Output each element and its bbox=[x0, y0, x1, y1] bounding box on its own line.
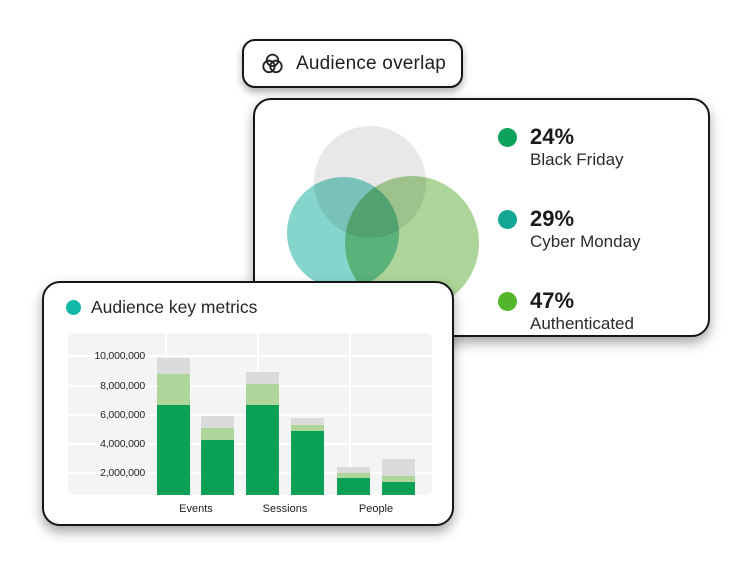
gridline-horizontal bbox=[68, 355, 432, 358]
segment-green bbox=[201, 439, 234, 495]
legend-label: Cyber Monday bbox=[530, 231, 641, 251]
segment-gray bbox=[246, 372, 279, 385]
audience-overlap-card: 24% Black Friday 29% Cyber Monday 47% Au… bbox=[253, 98, 710, 337]
segment-light-green bbox=[337, 473, 370, 478]
legend-percent: 29% bbox=[530, 205, 575, 231]
segment-gray bbox=[337, 467, 370, 474]
x-axis-category-label: Sessions bbox=[262, 503, 308, 515]
venn-diagram bbox=[255, 100, 495, 335]
segment-gray bbox=[201, 416, 234, 428]
segment-green bbox=[337, 477, 370, 495]
badge-label: Audience overlap bbox=[296, 52, 447, 74]
segment-green bbox=[291, 430, 324, 495]
stacked-bar bbox=[157, 357, 190, 495]
stacked-bar bbox=[291, 417, 324, 495]
stacked-bar bbox=[246, 372, 279, 495]
stacked-bar bbox=[337, 467, 370, 495]
x-axis-labels: Events Sessions People bbox=[68, 503, 432, 519]
venn-diagram-icon bbox=[259, 50, 286, 77]
stacked-bar bbox=[382, 458, 415, 495]
legend-label: Authenticated bbox=[530, 313, 634, 333]
y-axis-tick-label: 2,000,000 bbox=[100, 467, 145, 480]
legend-row-authenticated: 47% Authenticated bbox=[498, 287, 641, 334]
segment-light-green bbox=[157, 373, 190, 405]
segment-light-green bbox=[201, 427, 234, 440]
y-axis-tick-label: 10,000,000 bbox=[94, 350, 145, 363]
stacked-bar-chart: 2,000,000 4,000,000 6,000,000 8,000,000 10,0… bbox=[68, 333, 432, 495]
segment-gray bbox=[382, 458, 415, 477]
segment-green bbox=[246, 404, 279, 495]
legend-row-black-friday: 24% Black Friday bbox=[498, 125, 641, 170]
segment-light-green bbox=[246, 384, 279, 405]
legend-label: Black Friday bbox=[530, 150, 624, 170]
x-axis-category-label: Events bbox=[179, 503, 213, 515]
segment-gray bbox=[291, 417, 324, 425]
audience-key-metrics-card: Audience key metrics 2,000,000 4,000,000 6… bbox=[42, 281, 454, 526]
y-axis-tick-label: 8,000,000 bbox=[100, 379, 145, 392]
legend-percent: 24% bbox=[530, 124, 575, 149]
segment-gray bbox=[157, 357, 190, 374]
segment-light-green bbox=[382, 476, 415, 482]
y-axis-tick-label: 4,000,000 bbox=[100, 437, 145, 450]
audience-overlap-badge[interactable]: Audience overlap bbox=[242, 39, 463, 88]
metrics-card-header: Audience key metrics bbox=[66, 297, 257, 318]
legend-dot bbox=[498, 209, 517, 229]
metrics-dot-icon bbox=[66, 300, 81, 315]
legend-row-cyber-monday: 29% Cyber Monday bbox=[498, 207, 641, 252]
legend-percent: 47% bbox=[530, 287, 575, 313]
x-axis-category-label: People bbox=[358, 503, 394, 515]
legend-dot bbox=[498, 291, 517, 311]
segment-green bbox=[382, 481, 415, 495]
stacked-bar bbox=[201, 416, 234, 495]
metrics-card-title: Audience key metrics bbox=[91, 297, 258, 317]
y-axis-tick-label: 6,000,000 bbox=[100, 408, 145, 421]
segment-green bbox=[157, 404, 190, 495]
segment-light-green bbox=[291, 424, 324, 431]
overlap-legend: 24% Black Friday 29% Cyber Monday 47% Au… bbox=[498, 125, 641, 333]
legend-dot bbox=[498, 128, 517, 147]
